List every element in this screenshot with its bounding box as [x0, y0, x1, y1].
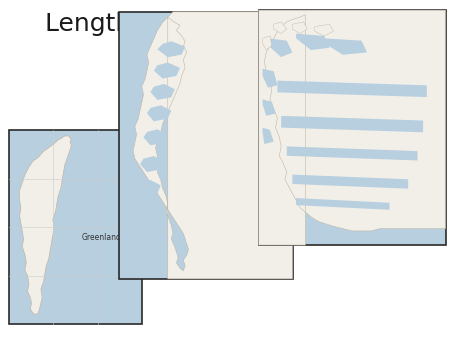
Polygon shape — [259, 10, 446, 245]
Polygon shape — [274, 22, 287, 34]
Polygon shape — [296, 198, 389, 210]
Polygon shape — [147, 105, 171, 121]
Polygon shape — [292, 174, 408, 189]
Text: Greenland: Greenland — [82, 233, 122, 242]
Polygon shape — [144, 129, 168, 145]
Polygon shape — [154, 63, 180, 78]
Polygon shape — [140, 156, 164, 172]
Polygon shape — [133, 12, 292, 279]
Polygon shape — [137, 180, 161, 196]
Polygon shape — [158, 41, 185, 57]
Polygon shape — [324, 38, 367, 55]
Polygon shape — [296, 34, 330, 50]
Polygon shape — [262, 127, 274, 144]
Bar — [9, 130, 142, 324]
Polygon shape — [150, 84, 175, 100]
Polygon shape — [292, 22, 307, 34]
Text: Length, scale and dimension: Length, scale and dimension — [45, 12, 405, 36]
Polygon shape — [262, 69, 277, 88]
Polygon shape — [287, 146, 418, 161]
Bar — [119, 12, 292, 279]
Polygon shape — [281, 116, 423, 132]
Polygon shape — [277, 81, 427, 97]
Polygon shape — [262, 99, 275, 116]
Bar — [259, 10, 446, 245]
Polygon shape — [315, 24, 333, 36]
Polygon shape — [20, 136, 72, 315]
Polygon shape — [262, 36, 272, 50]
Polygon shape — [268, 38, 292, 57]
